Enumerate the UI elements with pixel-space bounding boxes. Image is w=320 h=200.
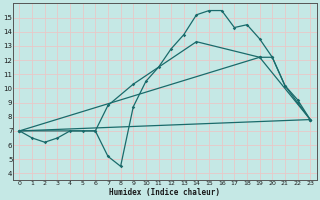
X-axis label: Humidex (Indice chaleur): Humidex (Indice chaleur): [109, 188, 220, 197]
